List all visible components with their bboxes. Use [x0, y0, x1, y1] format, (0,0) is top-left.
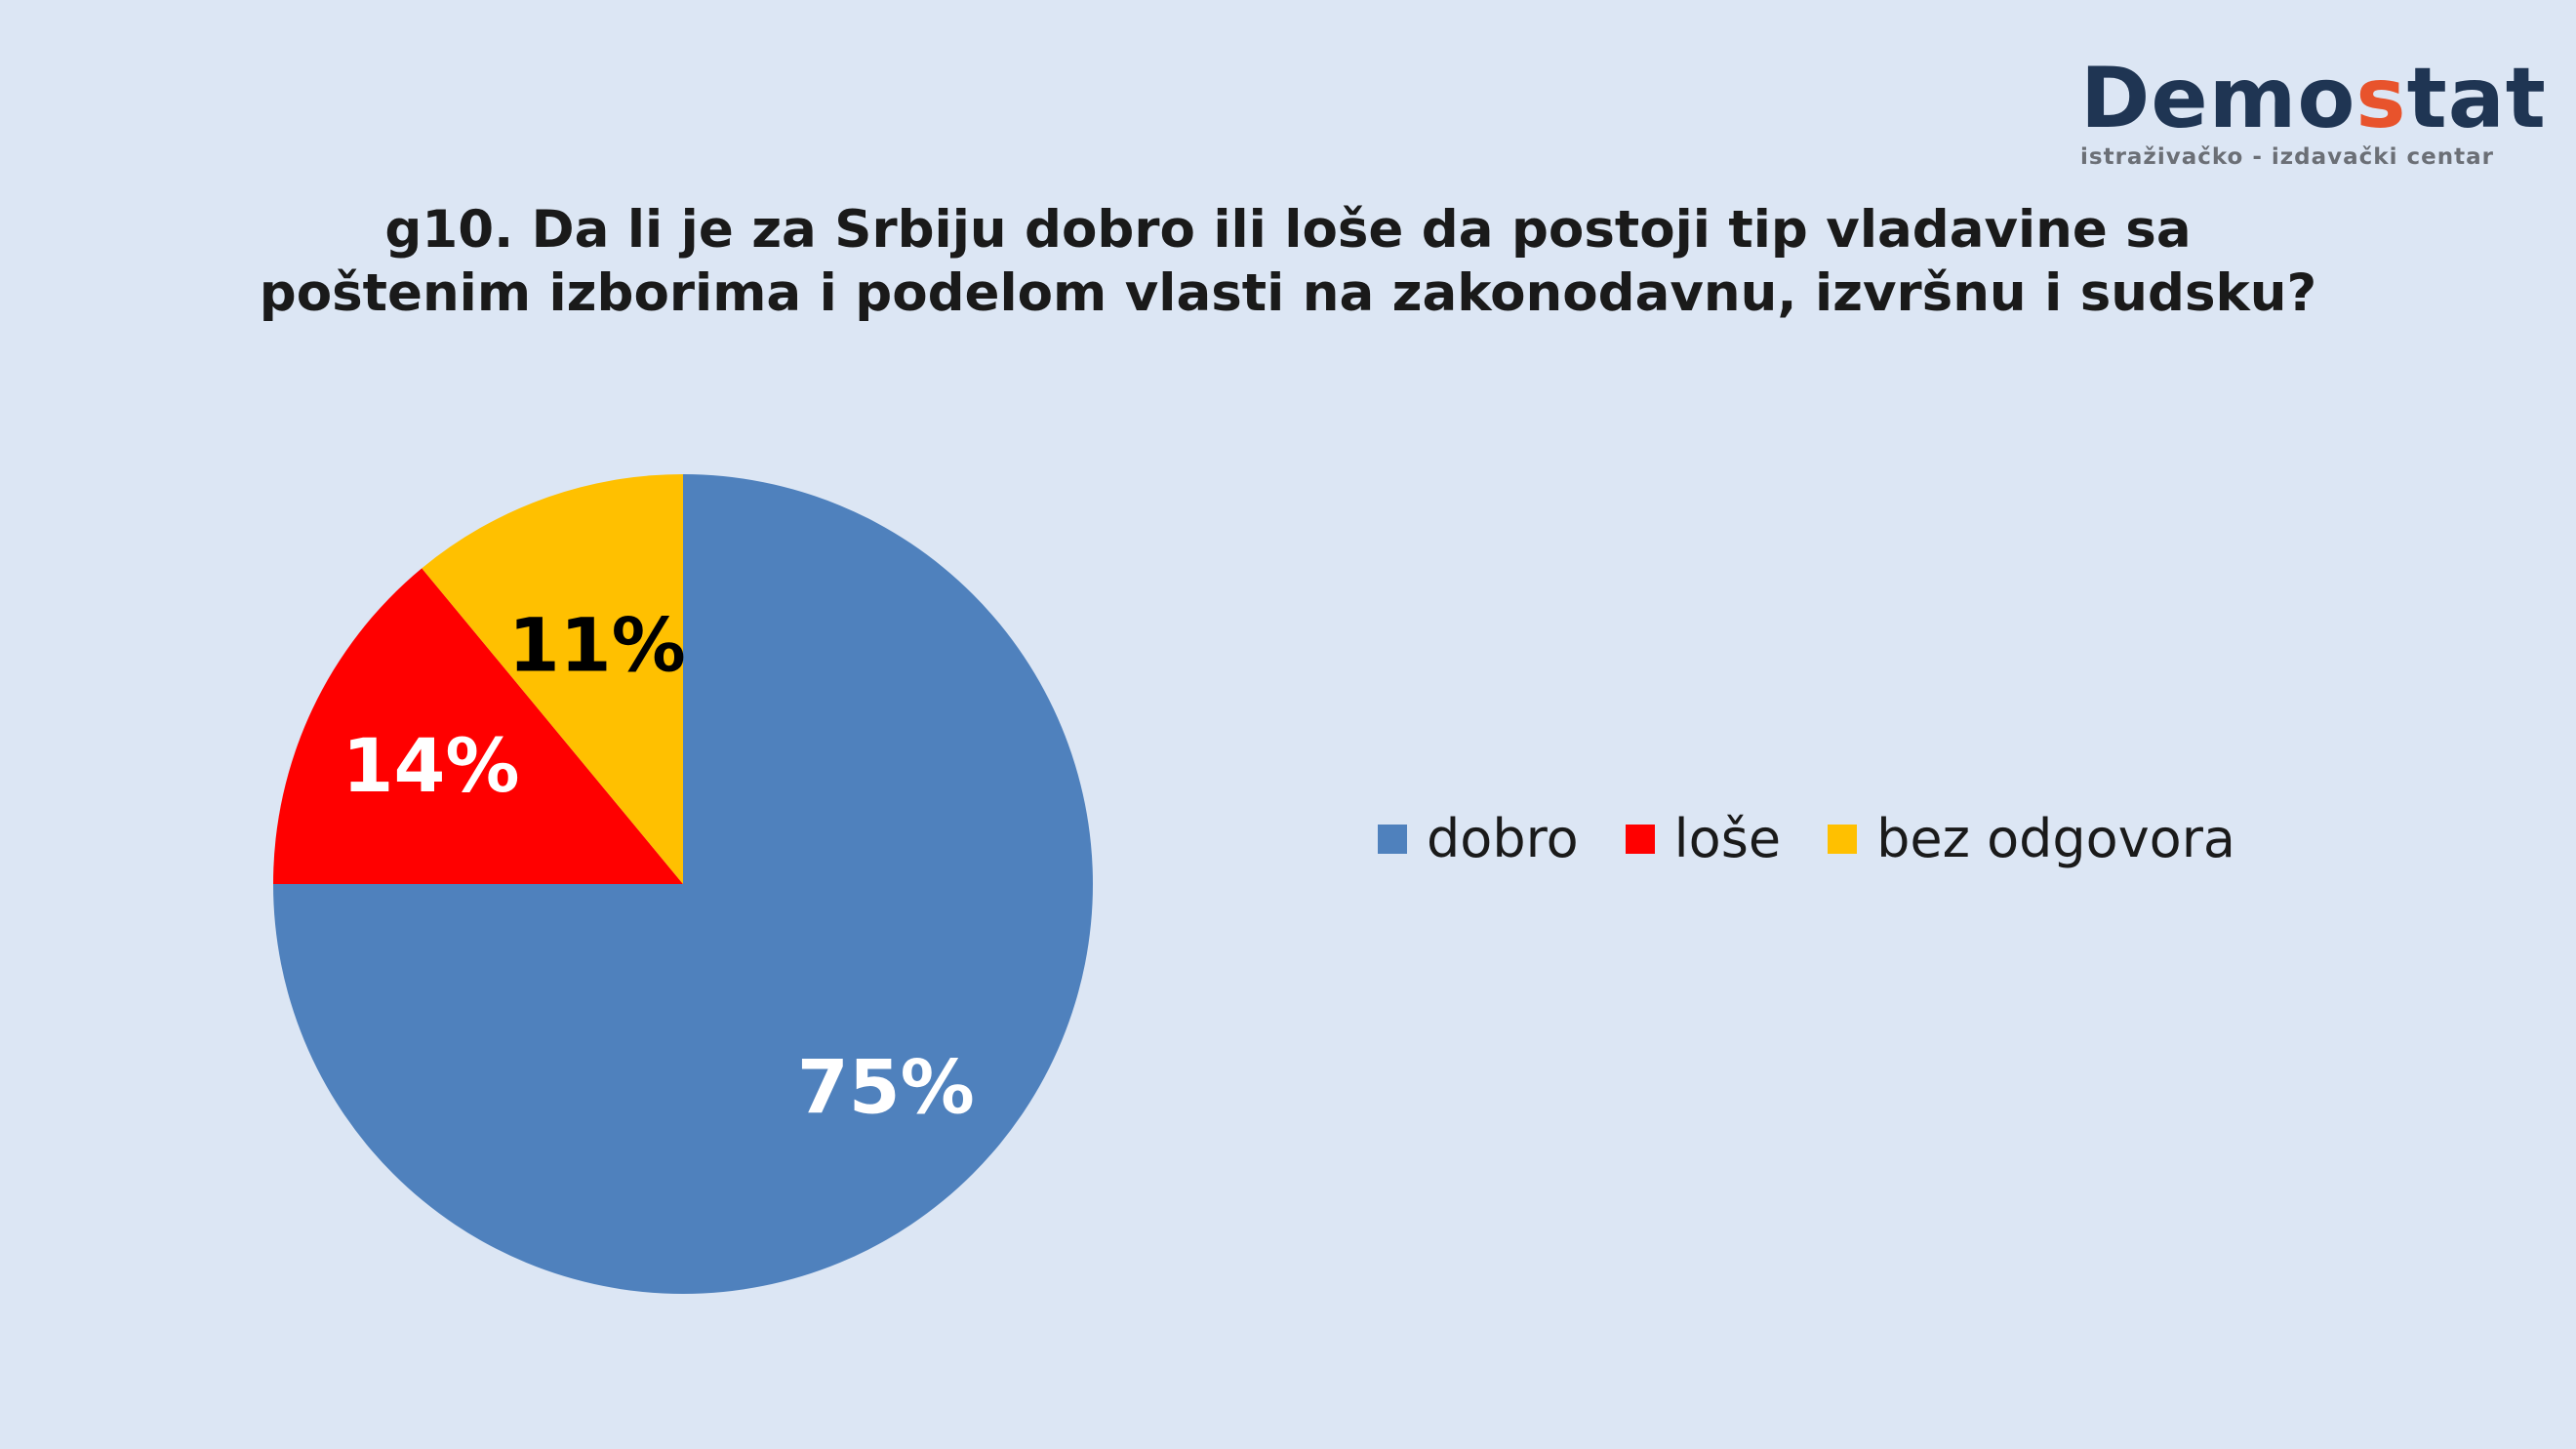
legend-swatch: [1625, 824, 1655, 854]
legend-swatch: [1378, 824, 1407, 854]
demostat-logo: Demostat istraživačko - izdavački centar: [2080, 50, 2547, 170]
pie-slice-loše: [273, 568, 683, 884]
data-label-loše: 14%: [342, 722, 520, 809]
legend-label: bez odgovora: [1876, 808, 2235, 869]
logo-tagline: istraživačko - izdavački centar: [2080, 144, 2494, 170]
chart-title-line-1: g10. Da li je za Srbiju dobro ili loše d…: [384, 200, 2192, 260]
chart-title-line-2: poštenim izborima i podelom vlasti na za…: [259, 262, 2317, 323]
data-label-dobro: 75%: [797, 1043, 975, 1130]
pie-slice-bez-odgovora: [422, 474, 683, 884]
legend-label: loše: [1673, 808, 1782, 869]
chart-legend: dobro loše bez odgovora: [1378, 808, 2282, 869]
legend-swatch: [1828, 824, 1858, 854]
legend-item-loše: loše: [1625, 808, 1782, 869]
chart-title: g10. Da li je za Srbiju dobro ili loše d…: [215, 199, 2361, 325]
legend-label: dobro: [1427, 808, 1579, 869]
legend-item-bez-odgovora: bez odgovora: [1828, 808, 2235, 869]
logo-wordmark: Demostat: [2080, 50, 2547, 147]
legend-item-dobro: dobro: [1378, 808, 1579, 869]
data-label-bez-odgovora: 11%: [508, 601, 686, 688]
